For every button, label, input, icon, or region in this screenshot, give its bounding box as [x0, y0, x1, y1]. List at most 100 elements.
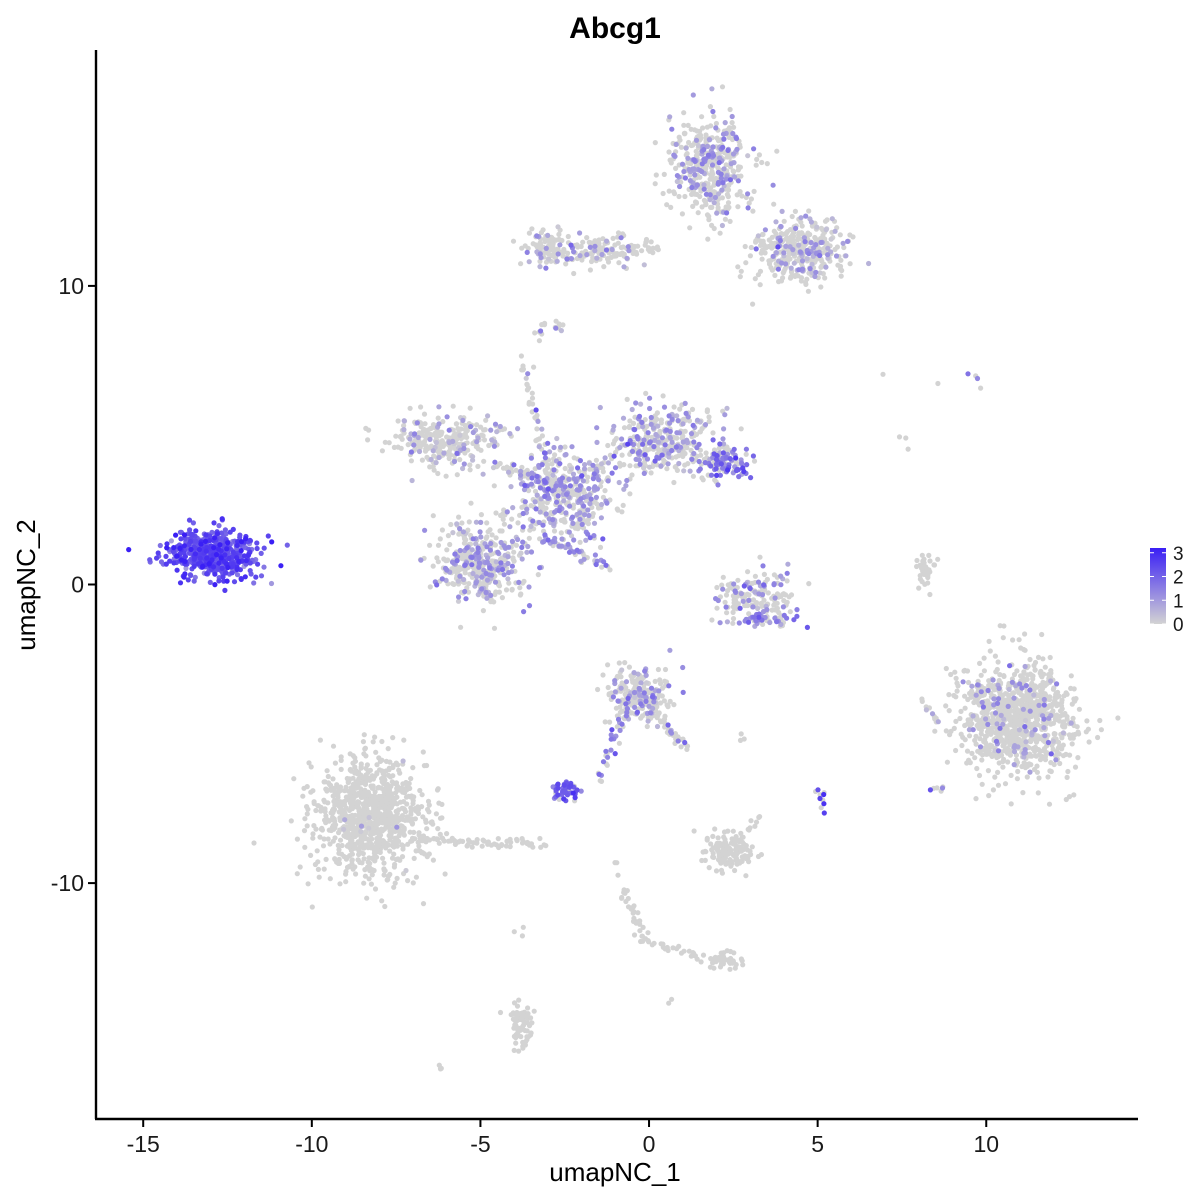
cell-point — [927, 591, 933, 598]
cell-point — [439, 801, 445, 808]
cell-point — [433, 434, 439, 440]
cell-point — [427, 431, 433, 437]
cell-point — [665, 704, 671, 710]
cell-point — [824, 217, 830, 223]
cell-point — [640, 424, 646, 430]
cell-point — [382, 868, 388, 874]
cell-point — [464, 843, 470, 849]
cell-point — [408, 793, 415, 799]
cell-point — [727, 218, 733, 224]
cell-point — [757, 814, 763, 820]
cell-point — [954, 680, 960, 686]
cell-point — [1022, 631, 1028, 637]
cell-point — [294, 836, 300, 842]
cell-point — [570, 471, 577, 477]
cell-point — [358, 786, 364, 792]
cell-point — [1025, 672, 1031, 678]
cell-point — [379, 898, 385, 904]
cell-point — [385, 746, 391, 752]
cell-point — [600, 494, 607, 500]
cell-point — [391, 884, 397, 890]
cell-point — [365, 437, 371, 443]
cell-point — [454, 472, 460, 478]
cell-point — [766, 243, 772, 250]
cell-point — [730, 168, 736, 174]
cell-point — [978, 672, 984, 678]
cell-point — [524, 549, 530, 555]
cell-point — [373, 803, 379, 809]
cell-point — [801, 235, 808, 241]
cell-point — [995, 769, 1001, 776]
cell-point — [1031, 766, 1038, 773]
cell-point — [683, 145, 689, 151]
cell-point — [493, 559, 499, 565]
cell-point — [571, 491, 577, 497]
cell-point — [1007, 709, 1013, 715]
cell-point — [597, 778, 603, 784]
cell-point — [389, 779, 395, 785]
cell-point — [415, 810, 422, 817]
cell-point — [1041, 725, 1047, 731]
cell-point — [669, 996, 675, 1002]
cell-point — [514, 838, 520, 844]
cell-point — [405, 878, 411, 884]
cell-point — [571, 270, 577, 277]
cell-point — [685, 461, 691, 467]
cell-point — [997, 623, 1003, 629]
cell-point — [1095, 734, 1101, 741]
cell-point — [523, 1013, 529, 1019]
cell-point — [418, 404, 424, 410]
cell-point — [771, 201, 777, 207]
cell-point — [1098, 727, 1104, 733]
cell-point — [738, 830, 744, 837]
cell-point — [361, 732, 367, 738]
cell-point — [400, 846, 406, 852]
cell-point — [773, 607, 779, 613]
cell-point — [512, 1017, 518, 1024]
cell-point — [386, 440, 392, 446]
cell-point — [694, 417, 701, 423]
cell-point — [943, 728, 949, 734]
cell-point — [605, 255, 611, 262]
cell-point — [509, 516, 515, 522]
cell-point — [435, 470, 441, 477]
cell-point — [335, 842, 341, 849]
cell-point — [681, 948, 687, 954]
cell-point — [764, 161, 770, 167]
cell-point — [369, 836, 375, 842]
cell-point — [313, 807, 319, 814]
cell-point — [972, 737, 978, 744]
cell-point — [323, 813, 329, 819]
cell-point — [505, 554, 511, 560]
cell-point — [989, 720, 995, 726]
cell-point — [977, 736, 983, 742]
cell-point — [420, 850, 426, 856]
cell-point — [657, 700, 664, 706]
cell-point — [972, 755, 978, 761]
cell-point — [374, 796, 380, 802]
cell-point — [706, 185, 712, 191]
cell-point — [785, 561, 791, 567]
cell-point — [458, 426, 464, 432]
cell-point — [979, 757, 985, 763]
cell-point — [360, 851, 366, 857]
cell-point — [513, 1035, 519, 1041]
cell-point — [1033, 739, 1040, 745]
cell-point — [701, 182, 707, 188]
cell-point — [997, 672, 1003, 678]
cell-point — [370, 739, 376, 745]
cell-point — [959, 742, 965, 749]
cell-point — [724, 405, 730, 411]
cell-point — [381, 872, 387, 878]
cell-point — [747, 253, 754, 259]
cell-point — [384, 781, 391, 788]
cell-point — [730, 616, 737, 622]
cell-point — [450, 403, 456, 409]
cell-point — [1023, 739, 1029, 745]
cell-point — [953, 675, 959, 681]
cell-point — [929, 711, 936, 717]
cell-point — [687, 225, 693, 231]
cell-point — [796, 232, 802, 238]
cell-point — [599, 251, 605, 258]
cell-point — [401, 737, 407, 743]
